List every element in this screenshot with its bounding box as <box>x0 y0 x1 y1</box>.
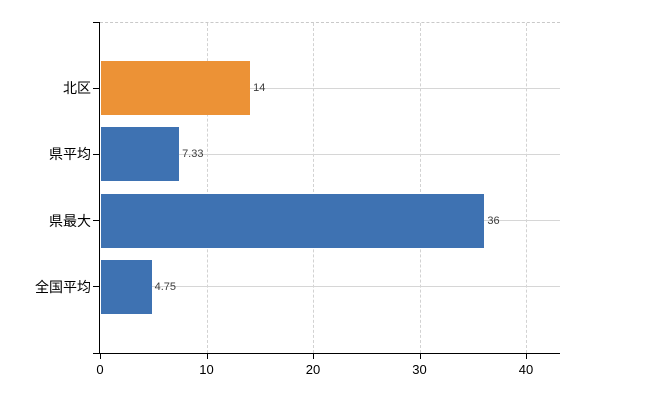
plot-top-border <box>100 22 560 23</box>
category-label: 全国平均 <box>35 278 91 295</box>
y-axis-tick <box>93 352 100 354</box>
gridline-vertical <box>313 23 314 353</box>
gridline-vertical <box>526 23 527 353</box>
x-axis-tick <box>526 353 527 359</box>
x-axis-line <box>99 353 560 354</box>
x-tick-label: 10 <box>199 362 214 377</box>
bar <box>101 259 152 314</box>
bar-value-label: 4.75 <box>154 280 176 293</box>
bar <box>101 127 180 182</box>
x-axis-tick <box>419 353 421 359</box>
x-tick-label: 30 <box>412 362 427 377</box>
x-tick-label: 40 <box>518 362 534 377</box>
x-tick-label: 20 <box>305 362 321 377</box>
y-axis-tick <box>93 87 100 89</box>
category-label: 県最大 <box>49 212 91 229</box>
bar-value-label: 7.33 <box>182 148 204 161</box>
y-axis-line <box>99 22 100 354</box>
gridline-horizontal <box>101 286 560 288</box>
gridline-vertical <box>419 23 421 353</box>
bar-value-label: 14 <box>253 82 266 95</box>
gridline-vertical <box>206 23 208 353</box>
y-axis-tick <box>93 153 100 155</box>
bar <box>101 193 485 248</box>
x-tick-label: 0 <box>96 362 104 377</box>
category-label: 北区 <box>63 80 91 97</box>
y-axis-tick <box>93 220 100 222</box>
x-axis-tick <box>100 353 101 359</box>
x-axis-tick <box>313 353 314 359</box>
y-axis-tick <box>93 286 100 288</box>
bar <box>101 61 251 116</box>
bar-value-label: 36 <box>487 214 500 227</box>
gridline-horizontal <box>101 153 560 155</box>
gridline-horizontal <box>101 87 560 89</box>
category-label: 県平均 <box>49 146 91 163</box>
y-axis-tick <box>93 21 100 23</box>
x-axis-tick <box>206 353 208 359</box>
